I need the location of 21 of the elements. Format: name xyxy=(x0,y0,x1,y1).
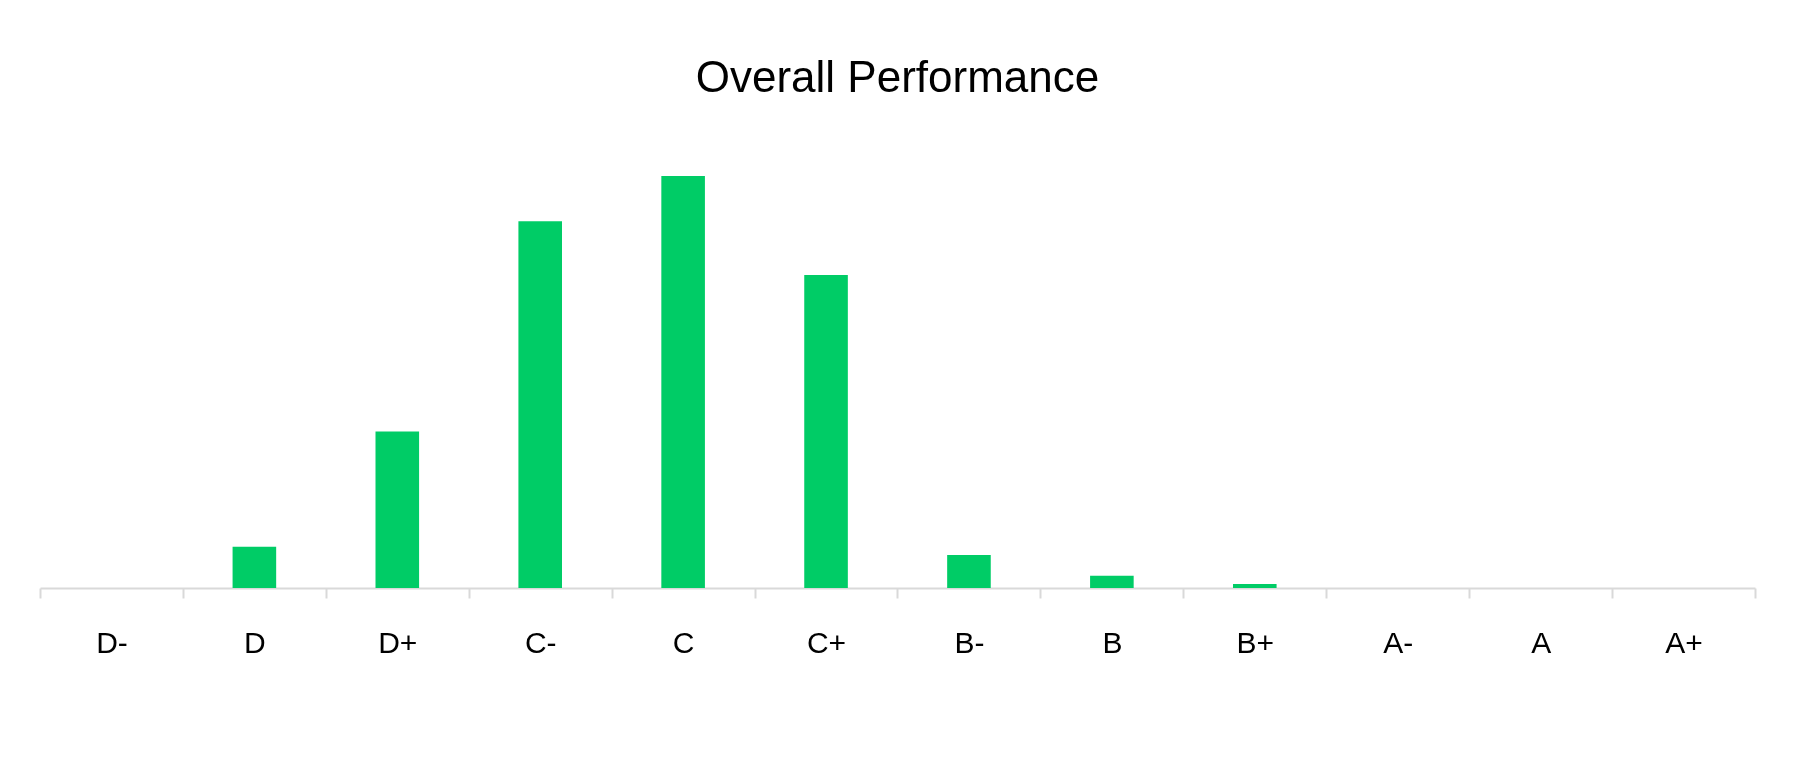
chart-title: Overall Performance xyxy=(695,52,1100,101)
bar xyxy=(1233,583,1277,588)
x-tick-label: A+ xyxy=(1665,625,1703,659)
bar xyxy=(804,274,848,588)
x-tick-label: C- xyxy=(524,625,557,659)
x-tick-label: D- xyxy=(96,625,128,659)
x-tick-label: B- xyxy=(954,625,985,659)
x-tick-label: D xyxy=(244,625,266,659)
bar xyxy=(518,221,562,588)
x-tick-label: D+ xyxy=(378,625,418,659)
bar xyxy=(947,555,991,588)
x-tick-label: A- xyxy=(1383,625,1414,659)
x-tick-label: C+ xyxy=(806,625,847,659)
bar xyxy=(1090,575,1134,588)
bar xyxy=(375,431,420,588)
x-tick-label: A xyxy=(1531,625,1552,659)
x-tick-label: C xyxy=(672,625,695,659)
x-tick-label: B xyxy=(1102,625,1123,659)
bar xyxy=(661,176,705,588)
x-tick-label: B+ xyxy=(1236,625,1275,659)
bar xyxy=(232,546,277,588)
